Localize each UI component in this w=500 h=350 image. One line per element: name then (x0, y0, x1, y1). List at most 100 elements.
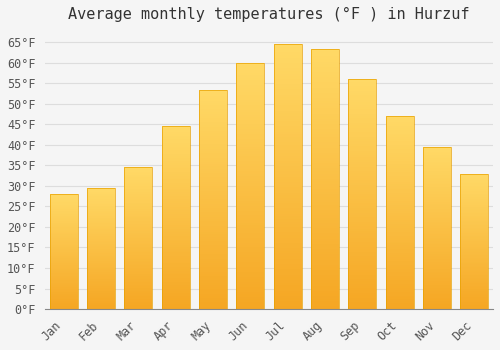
Bar (199, 92, 227, 94)
Bar (460, 234, 488, 236)
Bar (423, 230, 451, 231)
Bar (460, 206, 488, 208)
Bar (162, 252, 190, 254)
Bar (386, 240, 413, 242)
Bar (311, 142, 339, 145)
Bar (386, 188, 413, 189)
Bar (199, 232, 227, 234)
Bar (386, 257, 413, 259)
Bar (162, 156, 190, 158)
Bar (50, 274, 78, 276)
Bar (124, 293, 152, 295)
Bar (50, 295, 78, 296)
Bar (236, 117, 264, 119)
Bar (236, 186, 264, 188)
Bar (162, 258, 190, 260)
Bar (348, 123, 376, 125)
Bar (460, 259, 488, 260)
Bar (199, 145, 227, 147)
Bar (236, 102, 264, 105)
Bar (162, 150, 190, 152)
Bar (50, 286, 78, 287)
Bar (50, 260, 78, 261)
Bar (311, 161, 339, 163)
Bar (386, 244, 413, 245)
Bar (124, 193, 152, 194)
Bar (460, 225, 488, 226)
Bar (348, 268, 376, 270)
Bar (423, 202, 451, 204)
Bar (236, 139, 264, 142)
Bar (162, 212, 190, 214)
Bar (311, 75, 339, 77)
Bar (124, 186, 152, 187)
Bar (348, 231, 376, 233)
Bar (162, 254, 190, 256)
Bar (423, 220, 451, 222)
Bar (386, 265, 413, 267)
Bar (162, 234, 190, 236)
Bar (87, 240, 115, 241)
Bar (386, 232, 413, 234)
Bar (460, 221, 488, 222)
Bar (199, 90, 227, 92)
Bar (236, 78, 264, 80)
Bar (50, 271, 78, 272)
Bar (87, 189, 115, 190)
Bar (274, 253, 302, 256)
Bar (236, 208, 264, 211)
Bar (311, 147, 339, 150)
Bar (460, 174, 488, 309)
Bar (274, 227, 302, 230)
Bar (50, 307, 78, 308)
Bar (162, 227, 190, 229)
Bar (386, 170, 413, 172)
Bar (348, 256, 376, 259)
Bar (162, 180, 190, 181)
Bar (274, 84, 302, 87)
Bar (386, 301, 413, 303)
Bar (162, 159, 190, 161)
Bar (162, 209, 190, 210)
Bar (199, 219, 227, 221)
Bar (50, 240, 78, 241)
Bar (460, 210, 488, 211)
Bar (386, 247, 413, 249)
Bar (162, 294, 190, 296)
Bar (386, 295, 413, 298)
Bar (348, 116, 376, 118)
Bar (50, 303, 78, 304)
Bar (386, 174, 413, 176)
Bar (50, 229, 78, 230)
Bar (274, 124, 302, 126)
Bar (348, 91, 376, 93)
Bar (199, 226, 227, 228)
Bar (199, 215, 227, 217)
Bar (386, 184, 413, 186)
Bar (87, 256, 115, 257)
Bar (348, 281, 376, 284)
Bar (348, 127, 376, 130)
Bar (50, 285, 78, 286)
Bar (348, 217, 376, 219)
Bar (423, 223, 451, 225)
Bar (199, 270, 227, 272)
Bar (386, 263, 413, 265)
Bar (124, 305, 152, 306)
Bar (87, 214, 115, 215)
Bar (460, 180, 488, 182)
Bar (274, 119, 302, 121)
Bar (236, 178, 264, 181)
Bar (423, 273, 451, 275)
Bar (311, 51, 339, 54)
Bar (274, 230, 302, 232)
Bar (199, 298, 227, 300)
Bar (423, 254, 451, 256)
Bar (386, 215, 413, 217)
Bar (311, 181, 339, 184)
Bar (199, 206, 227, 208)
Bar (236, 183, 264, 186)
Bar (423, 188, 451, 189)
Bar (423, 150, 451, 152)
Bar (460, 297, 488, 298)
